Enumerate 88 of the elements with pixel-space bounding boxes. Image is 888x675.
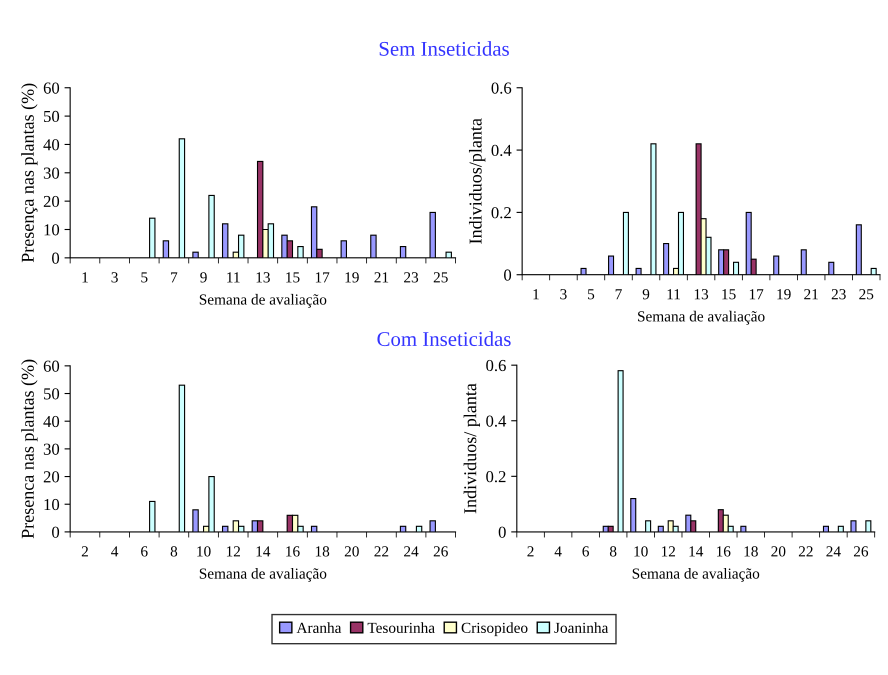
y-tick-label: 60 — [44, 82, 60, 94]
y-tick-label: 0.2 — [486, 471, 506, 482]
x-tick-label: 20 — [771, 546, 786, 557]
x-tick-label: 1 — [533, 289, 539, 300]
x-tick-label: 21 — [804, 289, 818, 300]
x-tick-label: 19 — [345, 272, 359, 282]
x-tick-label: 4 — [111, 546, 118, 556]
x-tick-label: 15 — [286, 272, 300, 282]
x-tick-label: 5 — [141, 272, 148, 282]
y-tick-label: 0.6 — [486, 360, 506, 372]
y-tick-label: 20 — [44, 196, 60, 208]
x-tick-label: 19 — [777, 289, 791, 300]
x-tick-label: 26 — [854, 546, 868, 557]
x-tick-label: 17 — [750, 289, 764, 300]
x-axis-title: Semana de avaliação — [200, 568, 326, 582]
y-tick-label: 40 — [43, 139, 60, 150]
x-tick-label: 22 — [374, 546, 388, 556]
x-tick-label: 15 — [722, 289, 736, 300]
x-tick-label: 6 — [141, 546, 148, 557]
x-tick-label: 13 — [694, 289, 708, 300]
y-tick-label: 0.6 — [492, 82, 512, 94]
y-tick-label: 0 — [52, 526, 60, 538]
y-tick-label: 40 — [43, 416, 60, 428]
y-tick-label: 0 — [498, 526, 506, 538]
y-tick-label: 50 — [44, 110, 60, 122]
x-axis-title: Semana de avaliação — [638, 310, 765, 325]
x-tick-label: 12 — [226, 546, 240, 556]
legend-label: Crisopideo — [462, 622, 528, 636]
y-axis-title: Individuos/planta — [468, 118, 486, 244]
x-tick-label: 1 — [82, 272, 88, 282]
x-tick-label: 9 — [642, 289, 650, 300]
legend-label: Aranha — [296, 622, 342, 633]
x-tick-label: 9 — [200, 272, 207, 282]
x-tick-label: 22 — [798, 546, 813, 556]
x-tick-label: 10 — [197, 546, 211, 557]
x-tick-label: 5 — [588, 289, 594, 300]
y-tick-label: 0 — [504, 269, 512, 281]
x-tick-label: 16 — [716, 546, 730, 557]
y-axis-title: Presenca nas plantas (%) — [21, 360, 38, 538]
y-tick-label: 10 — [44, 498, 60, 510]
x-axis-title: Semana de avaliação — [200, 294, 326, 308]
x-tick-label: 16 — [286, 546, 300, 557]
x-tick-label: 21 — [374, 272, 388, 282]
x-tick-label: 25 — [859, 289, 874, 300]
x-tick-label: 12 — [662, 546, 676, 556]
x-tick-label: 18 — [316, 546, 330, 557]
chart-title: Sem Inseticidas — [380, 41, 509, 56]
y-tick-label: 20 — [44, 471, 60, 482]
y-axis-title: Presença nas plantas (%) — [21, 84, 38, 262]
x-tick-label: 8 — [170, 546, 178, 557]
x-axis-title: Semana de avaliação — [632, 568, 760, 582]
x-tick-label: 18 — [744, 546, 758, 557]
x-tick-label: 14 — [689, 546, 704, 556]
x-tick-label: 3 — [112, 272, 118, 282]
x-tick-label: 11 — [227, 272, 240, 282]
x-tick-label: 2 — [82, 546, 88, 556]
legend-label: Joaninha — [554, 622, 608, 633]
x-tick-label: 17 — [316, 272, 330, 282]
x-tick-label: 23 — [404, 272, 418, 282]
legend-label: Tesourinha — [368, 622, 435, 633]
x-tick-label: 24 — [826, 546, 841, 556]
x-tick-label: 23 — [832, 289, 846, 300]
y-tick-label: 60 — [44, 360, 60, 372]
x-tick-label: 3 — [560, 289, 567, 300]
x-tick-label: 14 — [256, 546, 270, 556]
y-tick-label: 50 — [44, 388, 60, 400]
y-tick-label: 0.4 — [492, 144, 512, 156]
y-axis-title: Individuos/ planta — [464, 383, 480, 514]
chart-title: Com Inseticidas — [377, 331, 511, 346]
y-tick-label: 10 — [44, 224, 60, 236]
y-tick-label: 0.2 — [492, 207, 511, 218]
x-tick-label: 13 — [256, 272, 270, 282]
x-tick-label: 7 — [171, 272, 178, 282]
x-tick-label: 20 — [344, 546, 359, 557]
x-tick-label: 6 — [582, 546, 589, 557]
x-tick-label: 10 — [634, 546, 648, 557]
y-tick-label: 0 — [52, 252, 60, 264]
x-tick-label: 26 — [434, 546, 448, 557]
x-tick-label: 11 — [668, 289, 680, 300]
x-tick-label: 25 — [434, 272, 448, 282]
x-tick-label: 4 — [554, 546, 562, 556]
x-tick-label: 8 — [610, 546, 616, 557]
y-tick-label: 30 — [44, 168, 60, 179]
y-tick-label: 0.4 — [486, 415, 506, 427]
x-tick-label: 24 — [404, 546, 418, 556]
x-tick-label: 7 — [616, 289, 622, 300]
x-tick-label: 2 — [527, 546, 534, 556]
y-tick-label: 30 — [44, 444, 60, 455]
